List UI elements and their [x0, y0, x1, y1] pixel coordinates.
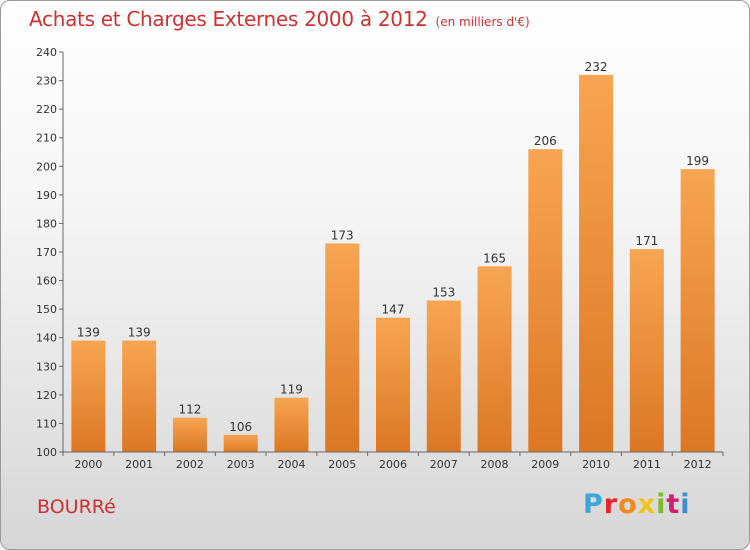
logo-letter: i	[680, 489, 691, 520]
logo-letter: P	[583, 489, 604, 520]
bar-2005	[325, 243, 360, 452]
data-label-2009: 206	[534, 134, 557, 148]
bar-2011	[629, 249, 664, 452]
y-tick-130: 130	[36, 360, 57, 373]
bar-2012	[680, 169, 715, 452]
y-tick-220: 220	[36, 103, 57, 116]
logo-letter: i	[656, 489, 667, 520]
bar-2004	[274, 397, 309, 452]
proxiti-logo[interactable]: Proxiti	[583, 489, 691, 520]
logo-letter: x	[637, 489, 657, 520]
x-tick-2010: 2010	[582, 458, 610, 471]
y-tick-200: 200	[36, 160, 57, 173]
y-tick-100: 100	[36, 446, 57, 459]
data-label-2003: 106	[229, 420, 252, 434]
bar-2006	[376, 317, 410, 452]
y-tick-230: 230	[36, 75, 57, 88]
data-label-2005: 173	[331, 228, 354, 242]
x-tick-2003: 2003	[227, 458, 255, 471]
data-labels: 139 139 112 106 119 173 147 153 165 206 232 171 199	[77, 60, 709, 434]
x-tick-2008: 2008	[481, 458, 509, 471]
y-tick-150: 150	[36, 303, 57, 316]
data-label-2011: 171	[635, 234, 658, 248]
x-tick-2011: 2011	[633, 458, 661, 471]
x-tick-2002: 2002	[176, 458, 204, 471]
y-tick-160: 160	[36, 275, 57, 288]
bar-2001	[122, 340, 157, 452]
x-tick-2001: 2001	[125, 458, 153, 471]
y-tick-240: 240	[36, 46, 57, 59]
data-label-2007: 153	[432, 286, 455, 300]
axes-group	[59, 51, 724, 456]
y-tick-labels: 100 110 120 130 140 150 160 170 180 190 200 210 220 2…	[36, 46, 57, 459]
x-tick-2000: 2000	[74, 458, 102, 471]
data-label-2008: 165	[483, 251, 506, 265]
x-tick-2012: 2012	[684, 458, 712, 471]
y-tick-110: 110	[36, 417, 57, 430]
logo-letter: o	[618, 489, 638, 520]
bar-2007	[426, 300, 461, 452]
bar-2003	[223, 434, 258, 452]
y-tick-120: 120	[36, 389, 57, 402]
x-tick-2007: 2007	[430, 458, 458, 471]
y-tick-170: 170	[36, 246, 57, 259]
logo-letter: r	[603, 489, 619, 520]
chart-subtitle: (en milliers d'€)	[435, 15, 530, 29]
y-tick-210: 210	[36, 132, 57, 145]
data-label-2000: 139	[77, 326, 100, 340]
bar-2000	[71, 340, 106, 452]
chart-title-text: Achats et Charges Externes 2000 à 2012	[29, 7, 428, 31]
x-tick-2004: 2004	[277, 458, 305, 471]
data-label-2012: 199	[686, 154, 709, 168]
bar-2010	[579, 74, 614, 452]
x-tick-2009: 2009	[531, 458, 559, 471]
logo-letter: t	[666, 489, 681, 520]
data-label-2002: 112	[178, 403, 201, 417]
data-label-2010: 232	[585, 60, 608, 74]
y-tick-140: 140	[36, 332, 57, 345]
data-label-2001: 139	[128, 326, 151, 340]
x-tick-2006: 2006	[379, 458, 407, 471]
data-label-2004: 119	[280, 383, 303, 397]
bar-2002	[172, 417, 207, 452]
bars-group	[71, 74, 715, 452]
chart-title: Achats et Charges Externes 2000 à 2012 (e…	[29, 7, 530, 31]
y-tick-180: 180	[36, 217, 57, 230]
x-tick-2005: 2005	[328, 458, 356, 471]
y-tick-190: 190	[36, 189, 57, 202]
bar-2008	[477, 266, 512, 452]
commune-name: BOURRé	[37, 496, 116, 518]
data-label-2006: 147	[382, 303, 405, 317]
bar-2009	[528, 149, 563, 452]
x-tick-labels: 2000 2001 2002 2003 2004 2005 2006 2007 2008 2009…	[74, 458, 711, 471]
